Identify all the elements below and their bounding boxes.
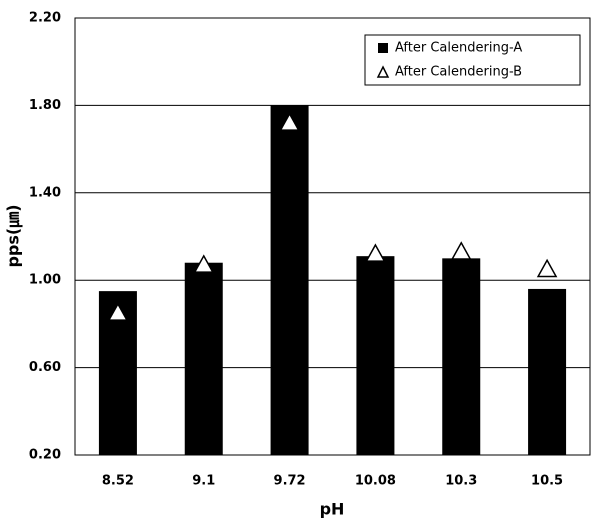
triangle-marker bbox=[450, 241, 472, 260]
plot-frame bbox=[74, 17, 591, 456]
y-axis-title: pps(㎛) bbox=[4, 204, 24, 267]
bar bbox=[184, 262, 223, 455]
triangle-marker bbox=[536, 258, 558, 278]
x-tick-label: 8.52 bbox=[102, 474, 134, 489]
triangle-marker bbox=[365, 243, 386, 262]
bar bbox=[442, 258, 481, 455]
x-tick-label: 10.08 bbox=[355, 474, 396, 489]
legend-label: After Calendering-A bbox=[395, 41, 522, 56]
y-tick-label: 1.40 bbox=[29, 185, 61, 200]
y-tick-label: 2.20 bbox=[29, 11, 61, 26]
legend-swatch bbox=[376, 65, 390, 78]
y-tick-label: 0.20 bbox=[29, 448, 61, 463]
x-axis-title: pH bbox=[320, 500, 345, 519]
legend-swatch bbox=[378, 43, 388, 53]
y-tick-label: 1.80 bbox=[29, 98, 61, 113]
x-tick-label: 10.5 bbox=[531, 474, 563, 489]
bar bbox=[528, 288, 567, 455]
legend-label: After Calendering-B bbox=[395, 65, 522, 80]
x-tick-label: 9.1 bbox=[192, 474, 215, 489]
bar bbox=[356, 256, 395, 455]
y-tick-label: 1.00 bbox=[29, 273, 61, 288]
y-tick-label: 0.60 bbox=[29, 360, 61, 375]
x-tick-label: 10.3 bbox=[445, 474, 477, 489]
x-tick-label: 9.72 bbox=[274, 474, 306, 489]
triangle-marker bbox=[193, 254, 215, 273]
triangle-marker bbox=[279, 112, 300, 131]
legend-box bbox=[364, 34, 581, 86]
bar bbox=[270, 105, 309, 456]
triangle-marker bbox=[107, 302, 129, 321]
